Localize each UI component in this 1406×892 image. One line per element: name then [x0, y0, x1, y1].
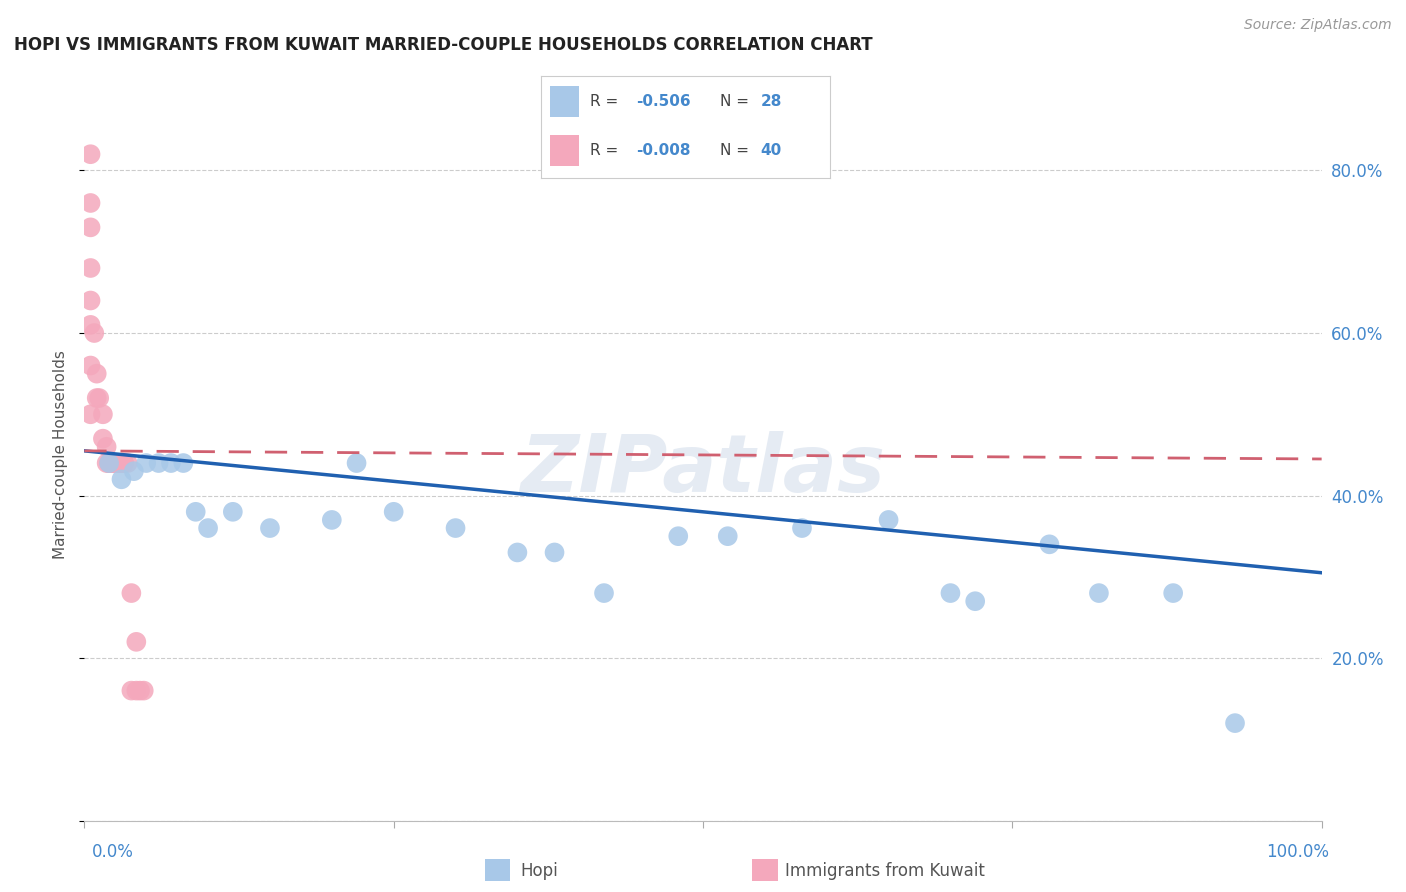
Text: 100.0%: 100.0% — [1265, 843, 1329, 861]
Point — [79, 407, 101, 421]
Point — [120, 586, 142, 600]
Text: R =: R = — [591, 94, 623, 109]
Point — [135, 456, 157, 470]
Point — [1223, 716, 1246, 731]
Point — [104, 456, 127, 470]
Point — [117, 456, 139, 470]
Point — [593, 586, 616, 600]
Point — [83, 326, 105, 340]
Point — [222, 505, 245, 519]
Point — [184, 505, 207, 519]
Bar — [550, 87, 579, 117]
Text: Source: ZipAtlas.com: Source: ZipAtlas.com — [1244, 18, 1392, 32]
Point — [120, 683, 142, 698]
Point — [79, 147, 101, 161]
Point — [100, 456, 122, 470]
Point — [132, 683, 155, 698]
Point — [110, 456, 132, 470]
Point — [197, 521, 219, 535]
Text: 40: 40 — [761, 144, 782, 158]
Point — [112, 456, 135, 470]
Point — [112, 456, 135, 470]
Point — [108, 456, 131, 470]
Point — [1161, 586, 1184, 600]
Point — [125, 683, 148, 698]
Point — [1088, 586, 1111, 600]
Point — [346, 456, 368, 470]
Y-axis label: Married-couple Households: Married-couple Households — [53, 351, 69, 559]
Point — [100, 456, 122, 470]
Point — [104, 456, 127, 470]
Point — [444, 521, 467, 535]
Point — [148, 456, 170, 470]
Text: N =: N = — [720, 94, 754, 109]
Point — [100, 456, 122, 470]
Text: N =: N = — [720, 144, 754, 158]
Point — [1038, 537, 1060, 551]
Text: Immigrants from Kuwait: Immigrants from Kuwait — [785, 862, 984, 880]
Point — [91, 432, 114, 446]
Point — [666, 529, 689, 543]
Point — [79, 318, 101, 332]
Point — [965, 594, 987, 608]
Point — [91, 407, 114, 421]
Point — [877, 513, 900, 527]
Point — [79, 196, 101, 211]
Point — [96, 440, 118, 454]
Point — [98, 456, 121, 470]
Point — [110, 456, 132, 470]
Point — [86, 391, 108, 405]
Text: 0.0%: 0.0% — [91, 843, 134, 861]
Point — [108, 456, 131, 470]
Point — [543, 545, 565, 559]
Point — [790, 521, 813, 535]
Text: 28: 28 — [761, 94, 782, 109]
Point — [160, 456, 183, 470]
Point — [98, 456, 121, 470]
Bar — [550, 136, 579, 166]
Point — [939, 586, 962, 600]
Point — [79, 359, 101, 373]
Point — [506, 545, 529, 559]
Point — [104, 456, 127, 470]
Point — [382, 505, 405, 519]
Point — [104, 456, 127, 470]
Point — [259, 521, 281, 535]
Point — [717, 529, 740, 543]
Point — [98, 456, 121, 470]
Text: Hopi: Hopi — [520, 862, 558, 880]
Point — [86, 367, 108, 381]
Point — [79, 260, 101, 275]
Point — [122, 464, 145, 478]
Point — [129, 683, 152, 698]
Point — [79, 293, 101, 308]
Point — [79, 220, 101, 235]
Text: R =: R = — [591, 144, 623, 158]
Point — [172, 456, 194, 470]
Point — [321, 513, 343, 527]
Text: HOPI VS IMMIGRANTS FROM KUWAIT MARRIED-COUPLE HOUSEHOLDS CORRELATION CHART: HOPI VS IMMIGRANTS FROM KUWAIT MARRIED-C… — [14, 36, 873, 54]
Point — [112, 456, 135, 470]
Point — [125, 635, 148, 649]
Text: -0.506: -0.506 — [637, 94, 692, 109]
Text: ZIPatlas: ZIPatlas — [520, 431, 886, 508]
Point — [100, 456, 122, 470]
Point — [110, 472, 132, 486]
Text: -0.008: -0.008 — [637, 144, 690, 158]
Point — [96, 456, 118, 470]
Point — [89, 391, 111, 405]
